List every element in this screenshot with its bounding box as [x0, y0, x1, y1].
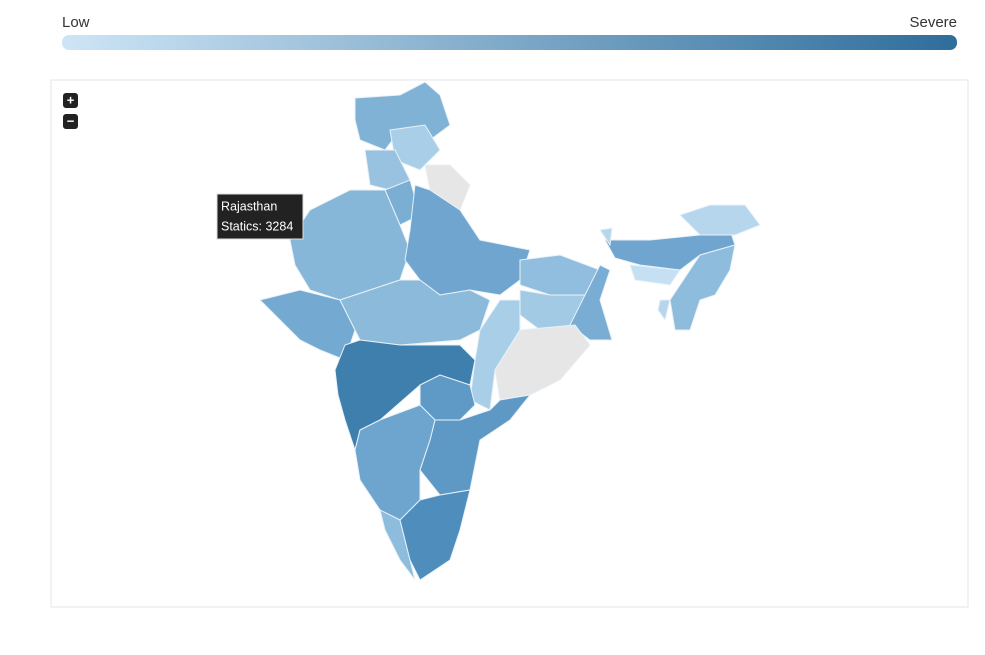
legend-low: Low — [62, 14, 90, 31]
legend-high: Severe — [909, 14, 957, 31]
zoom-in-label[interactable]: + — [67, 92, 75, 107]
region[interactable] — [657, 299, 671, 322]
region[interactable] — [424, 164, 471, 211]
region[interactable] — [679, 204, 761, 236]
zoom-in[interactable]: + — [63, 92, 78, 108]
region[interactable] — [569, 264, 613, 341]
map-regions — [259, 81, 761, 581]
tooltip-value: Statics: 3284 — [221, 219, 293, 233]
zoom-in-button[interactable] — [63, 93, 78, 108]
tooltip-region: Rajasthan — [221, 199, 277, 213]
region[interactable] — [669, 244, 736, 331]
region[interactable] — [629, 264, 681, 286]
tooltip-box — [216, 193, 304, 240]
legend-gradient — [62, 35, 957, 50]
region[interactable] — [404, 184, 531, 296]
region[interactable] — [289, 189, 411, 301]
zoom-out[interactable]: − — [63, 113, 78, 129]
region[interactable] — [599, 227, 613, 247]
zoom-out-label[interactable]: − — [67, 113, 75, 128]
zoom-out-button[interactable] — [63, 114, 78, 129]
region[interactable] — [494, 324, 591, 401]
region[interactable] — [399, 489, 471, 581]
tooltip: Rajasthan Statics: 3284 — [216, 193, 304, 240]
region[interactable] — [354, 404, 436, 521]
